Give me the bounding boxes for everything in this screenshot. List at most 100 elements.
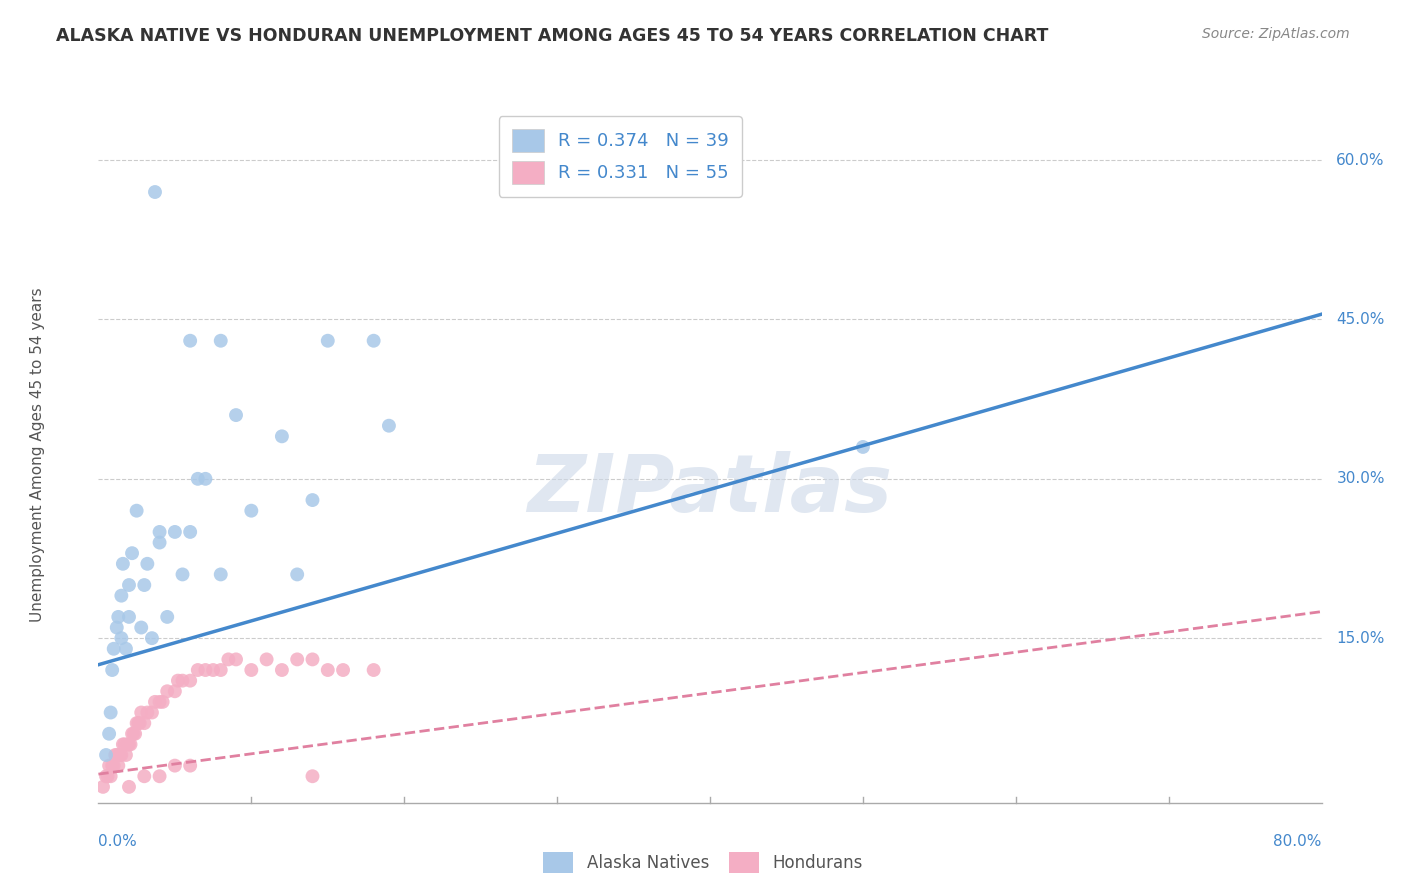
Point (209, 663, 232, 677)
Point (100, 769, 122, 783)
Point (129, 621, 152, 635)
Point (128, 716, 150, 731)
Point (107, 758, 129, 772)
Text: 15.0%: 15.0% (1336, 631, 1385, 646)
Point (94, 769, 117, 783)
Point (167, 673, 190, 688)
Legend: R = 0.374   N = 39, R = 0.331   N = 55: R = 0.374 N = 39, R = 0.331 N = 55 (499, 116, 742, 197)
Point (124, 727, 146, 741)
Point (179, 758, 201, 772)
Point (240, 504, 263, 518)
Text: 0.0%: 0.0% (98, 834, 138, 849)
Point (217, 652, 239, 666)
Point (104, 747, 127, 762)
Point (256, 652, 278, 666)
Point (149, 769, 172, 783)
Point (112, 738, 135, 752)
Text: 45.0%: 45.0% (1336, 312, 1385, 327)
Point (363, 663, 385, 677)
Point (121, 546, 143, 560)
Text: ALASKA NATIVE VS HONDURAN UNEMPLOYMENT AMONG AGES 45 TO 54 YEARS CORRELATION CHA: ALASKA NATIVE VS HONDURAN UNEMPLOYMENT A… (56, 27, 1049, 45)
Point (301, 652, 323, 666)
Point (172, 673, 194, 688)
Point (134, 769, 156, 783)
Text: ZIPatlas: ZIPatlas (527, 450, 893, 529)
Point (301, 769, 323, 783)
Point (111, 738, 134, 752)
Point (98, 727, 121, 741)
Point (105, 747, 128, 762)
Point (179, 334, 201, 348)
Point (179, 673, 201, 688)
Point (194, 663, 217, 677)
Point (103, 641, 125, 656)
Point (316, 334, 339, 348)
Point (91, 780, 114, 794)
Point (136, 557, 159, 571)
Point (163, 524, 186, 539)
Point (156, 684, 179, 698)
Point (163, 758, 186, 772)
Text: Unemployment Among Ages 45 to 54 years: Unemployment Among Ages 45 to 54 years (30, 287, 45, 623)
Point (240, 663, 263, 677)
Point (134, 716, 156, 731)
Point (285, 652, 308, 666)
Point (110, 589, 132, 603)
Point (156, 610, 179, 624)
Point (149, 535, 172, 549)
Point (301, 493, 323, 508)
Point (187, 663, 209, 677)
Point (225, 652, 247, 666)
Point (110, 631, 132, 645)
Point (163, 684, 186, 698)
Point (129, 706, 152, 720)
Point (115, 641, 138, 656)
Point (118, 780, 141, 794)
Point (194, 472, 217, 486)
Point (125, 504, 148, 518)
Point (101, 663, 124, 677)
Point (103, 758, 125, 772)
Point (202, 663, 225, 677)
Point (127, 716, 149, 731)
Point (141, 631, 163, 645)
Point (143, 185, 166, 199)
Point (136, 706, 159, 720)
Point (125, 716, 148, 731)
Point (363, 334, 385, 348)
Point (332, 663, 354, 677)
Point (118, 610, 141, 624)
Point (108, 747, 131, 762)
Point (105, 621, 128, 635)
Point (141, 706, 163, 720)
Point (100, 706, 122, 720)
Point (852, 440, 875, 454)
Point (97, 769, 120, 783)
Point (209, 567, 232, 582)
Point (270, 663, 292, 677)
Text: 80.0%: 80.0% (1274, 834, 1322, 849)
Point (118, 578, 141, 592)
Point (134, 578, 156, 592)
Point (98, 758, 121, 772)
Point (115, 747, 138, 762)
Point (209, 334, 232, 348)
Point (121, 727, 143, 741)
Point (270, 429, 292, 443)
Point (94, 747, 117, 762)
Point (225, 408, 247, 422)
Point (120, 738, 142, 752)
Point (149, 524, 172, 539)
Point (152, 695, 174, 709)
Point (107, 610, 129, 624)
Point (378, 418, 401, 433)
Point (122, 727, 145, 741)
Point (118, 738, 141, 752)
Text: 60.0%: 60.0% (1336, 153, 1385, 168)
Point (316, 663, 339, 677)
Point (187, 472, 209, 486)
Point (143, 695, 166, 709)
Text: 30.0%: 30.0% (1336, 471, 1385, 486)
Point (101, 758, 124, 772)
Point (172, 567, 194, 582)
